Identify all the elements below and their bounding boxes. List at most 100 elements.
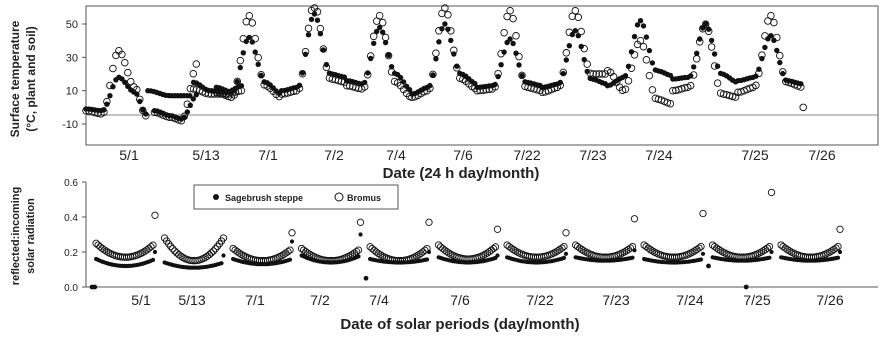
temperature-point-bromus bbox=[109, 64, 117, 73]
temperature-point-sagebrush bbox=[510, 40, 516, 47]
temperature-point-bromus bbox=[512, 32, 520, 40]
temperature-point-bromus bbox=[642, 56, 651, 64]
temperature-point-bromus bbox=[645, 71, 654, 80]
temperature-point-bromus bbox=[577, 27, 585, 36]
reflectance-ylabel-line-2: solar radiation bbox=[25, 198, 37, 274]
reflectance-point-sagebrush bbox=[495, 253, 500, 258]
reflectance-x-tick-label: 7/2 bbox=[310, 292, 330, 308]
reflectance-point-bromus bbox=[179, 253, 187, 262]
temperature-point-bromus bbox=[491, 83, 499, 91]
reflectance-point-bromus bbox=[767, 188, 776, 197]
temperature-point-bromus bbox=[304, 24, 313, 33]
temperature-point-sagebrush bbox=[581, 56, 587, 63]
temperature-point-bromus bbox=[624, 77, 633, 85]
temperature-point-sagebrush bbox=[697, 36, 703, 42]
temperature-point-bromus bbox=[254, 53, 262, 62]
temperature-point-sagebrush bbox=[368, 55, 374, 62]
temperature-point-sagebrush bbox=[302, 51, 309, 57]
temperature-point-bromus bbox=[360, 83, 369, 91]
reflectance-point-bromus bbox=[235, 249, 243, 257]
reflectance-point-bromus bbox=[368, 244, 376, 253]
temperature-point-sagebrush bbox=[382, 39, 389, 46]
temperature-point-sagebrush bbox=[320, 47, 327, 53]
temperature-point-bromus bbox=[319, 45, 328, 53]
temperature-point-bromus bbox=[162, 112, 171, 121]
temperature-point-bromus bbox=[378, 18, 387, 27]
temperature-point-bromus bbox=[447, 27, 455, 35]
reflectance-point-bromus bbox=[205, 251, 213, 259]
temperature-point-bromus bbox=[648, 86, 657, 94]
temperature-point-bromus bbox=[669, 86, 677, 95]
temperature-y-tick-label: 50 bbox=[66, 19, 78, 31]
temperature-y-tick-label: 10 bbox=[66, 86, 78, 98]
temperature-point-bromus bbox=[251, 34, 259, 43]
reflectance-point-sagebrush bbox=[835, 255, 841, 260]
temperature-point-sagebrush bbox=[388, 63, 395, 70]
temperature-y-tick-label: 30 bbox=[66, 52, 78, 64]
temperature-point-sagebrush bbox=[400, 79, 407, 85]
temperature-point-sagebrush bbox=[694, 50, 700, 56]
temperature-point-sagebrush bbox=[237, 64, 243, 71]
temperature-point-sagebrush bbox=[519, 72, 525, 79]
reflectance-point-sagebrush bbox=[219, 261, 224, 266]
temperature-point-bromus bbox=[746, 84, 754, 92]
reflectance-point-bromus bbox=[149, 241, 157, 249]
temperature-point-bromus bbox=[82, 106, 90, 115]
temperature-point-bromus bbox=[565, 28, 574, 37]
temperature-point-sagebrush bbox=[753, 73, 759, 79]
temperature-point-sagebrush bbox=[427, 82, 433, 89]
temperature-point-bromus bbox=[794, 82, 802, 90]
reflectance-point-sagebrush bbox=[152, 249, 158, 255]
temperature-point-bromus bbox=[666, 99, 675, 108]
temperature-chart: -10 10 30 50 5/1 5/13 7/1 7/2 7/4 7/6 7/22 7/23 7/2… bbox=[8, 4, 879, 182]
temperature-point-sagebrush bbox=[516, 62, 522, 68]
reflectance-point-bromus bbox=[834, 242, 842, 251]
temperature-point-bromus bbox=[180, 112, 189, 121]
temperature-x-tick-label: 7/1 bbox=[258, 147, 278, 163]
legend-label-sagebrush: Sagebrush steppe bbox=[225, 193, 303, 203]
reflectance-point-bromus bbox=[94, 241, 102, 249]
temperature-point-bromus bbox=[94, 109, 102, 118]
temperature-point-sagebrush bbox=[371, 40, 377, 46]
temperature-point-sagebrush bbox=[184, 109, 190, 115]
reflectance-x-tick-label: 7/4 bbox=[369, 292, 389, 308]
temperature-point-bromus bbox=[692, 55, 701, 63]
temperature-point-sagebrush bbox=[104, 101, 110, 107]
temperature-point-sagebrush bbox=[299, 70, 306, 76]
temperature-point-bromus bbox=[453, 64, 461, 72]
reflectance-point-bromus bbox=[717, 247, 725, 255]
temperature-point-sagebrush bbox=[249, 39, 255, 45]
reflectance-point-sagebrush bbox=[767, 255, 772, 260]
temperature-point-bromus bbox=[313, 8, 322, 16]
temperature-point-sagebrush bbox=[448, 37, 454, 44]
temperature-point-bromus bbox=[592, 70, 600, 78]
temperature-point-sagebrush bbox=[634, 22, 641, 28]
temperature-point-bromus bbox=[476, 86, 484, 95]
reflectance-point-bromus bbox=[757, 248, 766, 256]
temperature-point-sagebrush bbox=[643, 34, 650, 40]
temperature-point-bromus bbox=[429, 70, 437, 79]
temperature-point-bromus bbox=[536, 86, 544, 95]
reflectance-y-tick-label: 0.0 bbox=[64, 283, 78, 294]
temperature-point-sagebrush bbox=[472, 80, 478, 87]
reflectance-point-bromus bbox=[765, 242, 774, 251]
reflectance-point-sagebrush bbox=[150, 257, 156, 262]
temperature-point-bromus bbox=[366, 52, 375, 60]
reflectance-point-bromus bbox=[376, 251, 384, 259]
temperature-point-bromus bbox=[583, 60, 591, 68]
temperature-point-sagebrush bbox=[572, 28, 578, 34]
temperature-point-bromus bbox=[797, 83, 805, 91]
temperature-xlabel: Date (24 h day/month) bbox=[383, 165, 540, 182]
temperature-point-sagebrush bbox=[646, 47, 653, 54]
temperature-point-sagebrush bbox=[498, 61, 504, 68]
reflectance-point-sagebrush bbox=[363, 275, 369, 281]
temperature-point-sagebrush bbox=[252, 49, 258, 55]
reflectance-point-bromus bbox=[491, 243, 500, 251]
temperature-point-bromus bbox=[124, 68, 132, 77]
temperature-point-sagebrush bbox=[507, 36, 513, 42]
reflectance-point-sagebrush bbox=[700, 251, 706, 256]
temperature-point-bromus bbox=[580, 44, 588, 53]
temperature-point-bromus bbox=[91, 108, 99, 117]
reflectance-point-bromus bbox=[558, 244, 566, 252]
temperature-y-tick-label: -10 bbox=[62, 119, 78, 131]
